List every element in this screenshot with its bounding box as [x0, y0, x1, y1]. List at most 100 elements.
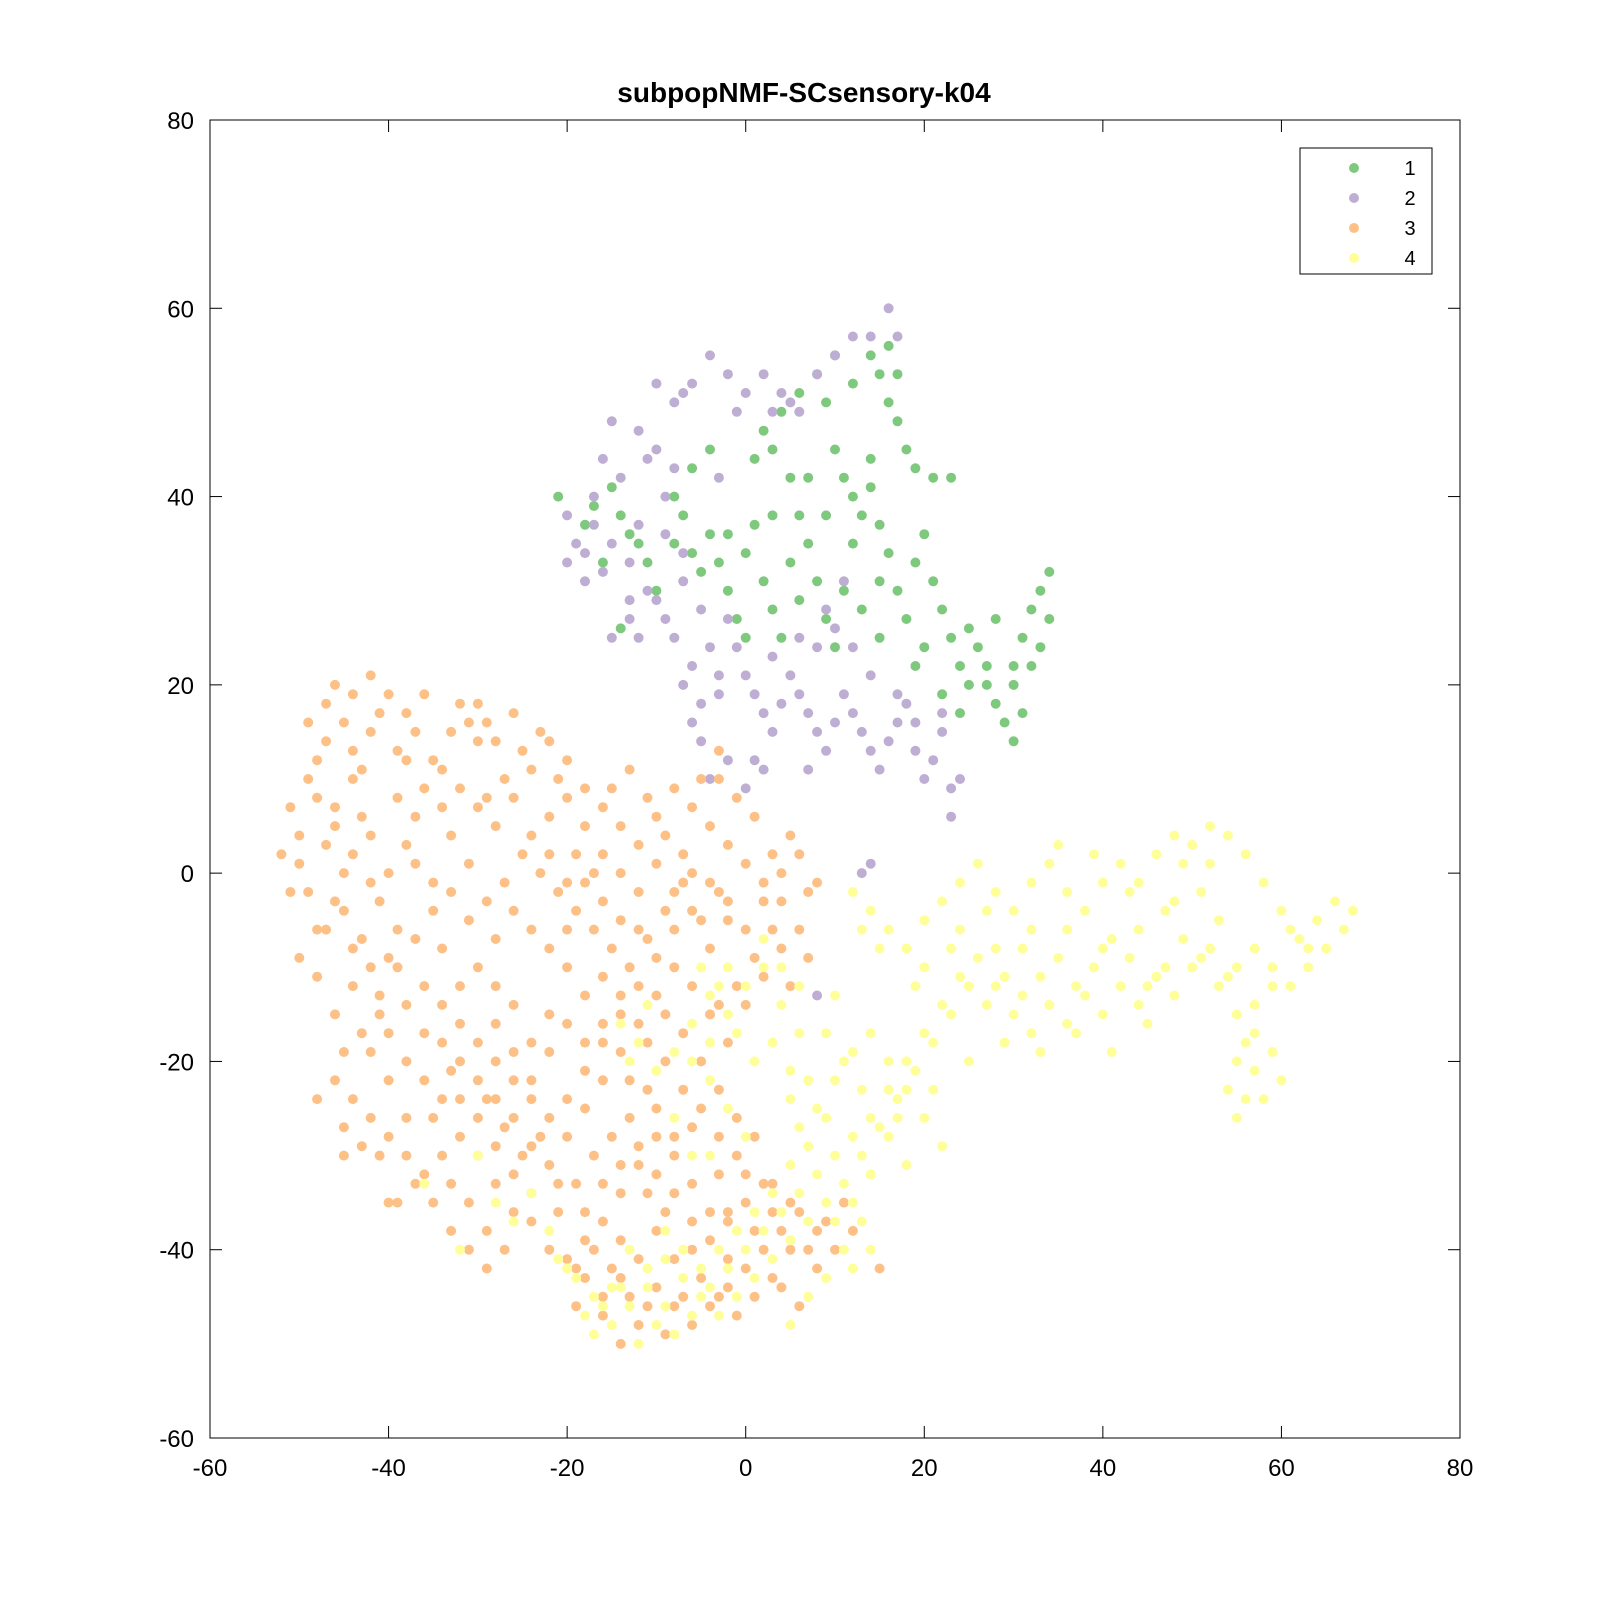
- data-point: [571, 1301, 582, 1312]
- data-point: [740, 1244, 751, 1255]
- data-point: [1178, 858, 1189, 869]
- data-point: [687, 1178, 698, 1189]
- data-point: [892, 585, 903, 596]
- data-point: [678, 1028, 689, 1039]
- data-point: [678, 388, 689, 398]
- data-point: [624, 595, 635, 606]
- data-point: [651, 1065, 662, 1076]
- data-point: [651, 1282, 662, 1293]
- data-point: [321, 924, 332, 935]
- data-point: [615, 1018, 626, 1029]
- data-point: [669, 632, 680, 643]
- data-point: [919, 642, 930, 653]
- data-point: [651, 1320, 662, 1330]
- data-point: [1169, 830, 1180, 841]
- data-point: [946, 943, 957, 954]
- data-point: [455, 1018, 465, 1029]
- data-point: [794, 849, 805, 860]
- data-point: [1321, 943, 1332, 954]
- data-point: [794, 388, 805, 398]
- data-point: [821, 604, 832, 615]
- data-point: [1097, 943, 1108, 954]
- data-point: [972, 952, 983, 963]
- data-point: [597, 566, 608, 577]
- data-point: [687, 905, 698, 916]
- data-point: [374, 1150, 385, 1161]
- data-point: [1124, 952, 1135, 963]
- data-point: [419, 1028, 430, 1039]
- data-point: [347, 981, 358, 992]
- data-point: [571, 1273, 582, 1283]
- data-point: [865, 670, 876, 681]
- series-1: [553, 340, 1055, 747]
- data-point: [776, 632, 787, 643]
- data-point: [365, 670, 376, 681]
- data-point: [463, 858, 474, 869]
- data-point: [767, 924, 778, 935]
- data-point: [455, 1056, 465, 1067]
- data-point: [830, 1244, 840, 1255]
- data-point: [651, 1103, 662, 1114]
- data-point: [446, 726, 457, 737]
- data-point: [624, 1056, 635, 1067]
- data-point: [669, 887, 680, 897]
- data-point: [365, 726, 376, 737]
- data-point: [356, 1141, 367, 1152]
- data-point: [990, 698, 1001, 709]
- data-point: [919, 774, 930, 784]
- data-point: [687, 802, 698, 813]
- data-point: [588, 491, 599, 502]
- data-point: [1222, 971, 1233, 982]
- data-point: [338, 868, 349, 879]
- data-point: [660, 491, 671, 502]
- data-point: [1044, 614, 1055, 624]
- data-point: [856, 1216, 867, 1227]
- data-point: [562, 1094, 573, 1105]
- data-point: [374, 896, 385, 907]
- data-point: [633, 425, 644, 436]
- data-point: [821, 1197, 832, 1208]
- data-point: [1017, 632, 1028, 643]
- data-point: [526, 1188, 537, 1199]
- data-point: [669, 1131, 680, 1142]
- data-point: [1276, 905, 1287, 916]
- data-point: [856, 1084, 867, 1095]
- data-point: [580, 576, 590, 587]
- data-point: [588, 1291, 599, 1302]
- data-point: [847, 1047, 858, 1057]
- data-point: [740, 1197, 751, 1208]
- data-point: [722, 1216, 733, 1227]
- data-point: [776, 406, 787, 417]
- data-point: [883, 1056, 894, 1067]
- data-point: [847, 1225, 858, 1236]
- data-point: [696, 962, 707, 973]
- data-point: [838, 1056, 849, 1067]
- data-point: [767, 1037, 778, 1048]
- data-point: [1160, 905, 1171, 916]
- data-point: [910, 745, 921, 756]
- data-point: [606, 482, 617, 493]
- data-point: [437, 1150, 448, 1161]
- data-point: [383, 689, 394, 700]
- data-point: [624, 764, 635, 775]
- data-point: [883, 736, 894, 747]
- data-point: [678, 849, 689, 860]
- data-point: [606, 1131, 617, 1142]
- data-point: [874, 369, 885, 380]
- data-point: [865, 482, 876, 493]
- data-point: [642, 934, 653, 944]
- data-point: [713, 557, 724, 568]
- data-point: [865, 1169, 876, 1180]
- data-point: [731, 1310, 742, 1321]
- data-point: [365, 830, 376, 841]
- data-point: [642, 999, 653, 1010]
- data-point: [892, 331, 903, 342]
- data-point: [580, 990, 590, 1001]
- data-point: [919, 962, 930, 973]
- data-point: [1187, 839, 1198, 850]
- data-point: [633, 839, 644, 850]
- data-point: [731, 406, 742, 417]
- data-point: [1115, 981, 1126, 992]
- data-point: [767, 444, 778, 455]
